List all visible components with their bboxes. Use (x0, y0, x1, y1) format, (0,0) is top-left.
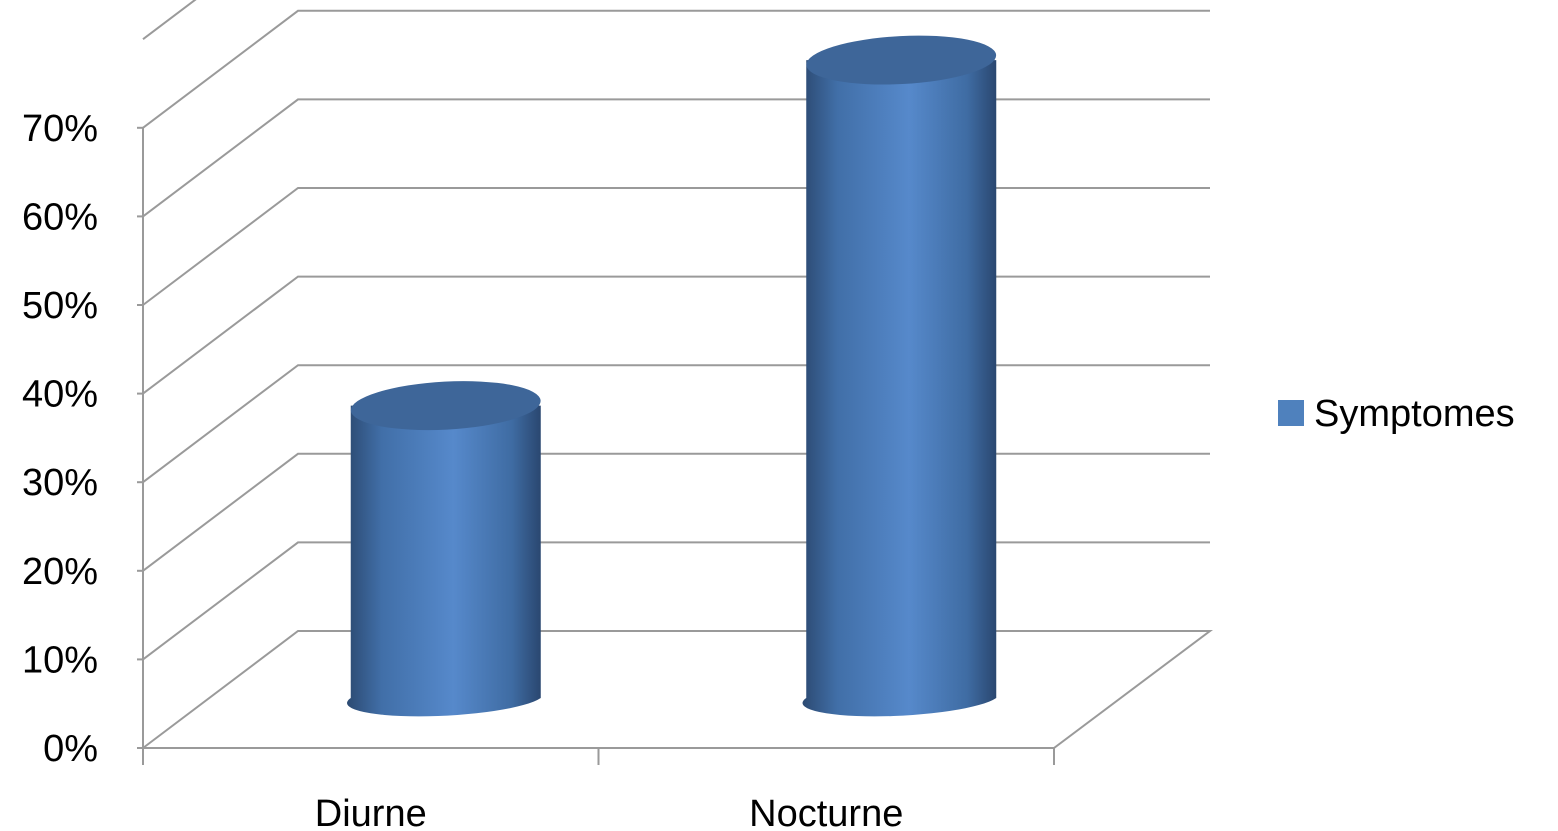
gridline (142, 275, 1210, 395)
bar-body (347, 405, 541, 717)
floor-outline (140, 630, 1213, 749)
y-tick-label: 10% (22, 639, 98, 681)
bar (347, 381, 541, 717)
bar-top (350, 381, 541, 431)
x-category-label: Nocturne (749, 793, 903, 831)
gridline (142, 187, 1210, 306)
gridline (142, 98, 1210, 218)
y-tick-label: 50% (22, 285, 98, 327)
gridline (142, 364, 1210, 483)
y-tick-label: 70% (22, 108, 98, 150)
gridline (142, 541, 1210, 661)
gridlines (140, 0, 1213, 749)
legend: Symptomes (1278, 393, 1515, 435)
y-tick-label: 40% (22, 374, 98, 416)
y-tick-label: 0% (43, 728, 98, 770)
y-tick-label: 30% (22, 462, 98, 504)
bar-body (802, 60, 997, 717)
bar-top (806, 35, 997, 85)
x-category-label: Diurne (315, 793, 427, 831)
y-tick-label: 20% (22, 551, 98, 593)
axes (137, 126, 1055, 765)
gridline (142, 0, 197, 40)
y-tick-labels: 0% 10% 20% 30% 40% 50% 60% 70% (22, 108, 98, 770)
y-tick-label: 60% (22, 196, 98, 238)
bar (802, 35, 997, 717)
bars (347, 35, 997, 717)
gridline (142, 452, 1210, 572)
legend-label: Symptomes (1314, 393, 1515, 435)
category-labels: Diurne Nocturne (315, 793, 904, 831)
gridline (142, 9, 1210, 129)
legend-swatch (1278, 400, 1304, 426)
